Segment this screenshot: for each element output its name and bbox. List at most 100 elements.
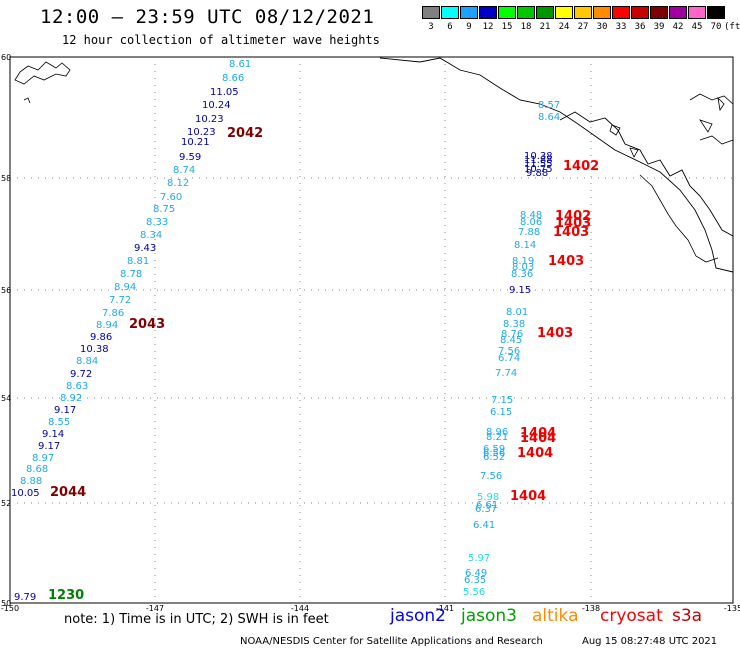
wave-height-label: 9.79 xyxy=(14,592,36,603)
scale-swatch xyxy=(536,6,554,19)
wave-height-label: 6.49 xyxy=(465,568,487,579)
lon-tick-label: -147 xyxy=(146,604,164,613)
lat-tick-label: 50 xyxy=(1,599,11,608)
scale-swatch xyxy=(460,6,478,19)
lon-tick-label: -135 xyxy=(724,604,740,613)
scale-label: 27 xyxy=(577,22,589,32)
wave-height-label: 8.19 xyxy=(512,256,534,267)
wave-height-label: 9.59 xyxy=(179,152,201,163)
pass-time-label: 2042 xyxy=(227,126,263,141)
scale-swatch xyxy=(555,6,573,19)
satellite-1-label: jason3 xyxy=(461,606,517,626)
wave-height-label: 8.21 xyxy=(486,432,508,443)
wave-height-label: 7.72 xyxy=(109,295,131,306)
wave-height-label: 8.03 xyxy=(512,262,534,273)
scale-swatch xyxy=(479,6,497,19)
wave-height-label: 8.84 xyxy=(76,356,98,367)
satellite-4-label: s3a xyxy=(672,606,703,626)
lon-tick-label: -150 xyxy=(1,604,19,613)
scale-swatch xyxy=(631,6,649,19)
wave-height-label: 7.86 xyxy=(102,308,124,319)
wave-height-label: 8.94 xyxy=(114,282,136,293)
wave-height-label: 9.14 xyxy=(42,429,64,440)
wave-height-label: 11.55 xyxy=(524,159,553,170)
scale-swatch xyxy=(650,6,668,19)
wave-height-label: 6.15 xyxy=(490,407,512,418)
wave-height-label: 6.59 xyxy=(483,444,505,455)
wave-height-label: 6.74 xyxy=(498,353,520,364)
wave-height-label: 8.74 xyxy=(173,165,195,176)
wave-height-label: 5.98 xyxy=(477,492,499,503)
wave-height-label: 9.72 xyxy=(70,369,92,380)
page-title: 12:00 — 23:59 UTC 08/12/2021 xyxy=(40,6,375,28)
scale-label: 24 xyxy=(558,22,570,32)
satellite-2-label: altika xyxy=(532,606,579,626)
wave-height-label: 10.75 xyxy=(524,164,553,175)
scale-swatch xyxy=(612,6,630,19)
wave-height-label: 10.38 xyxy=(80,344,109,355)
wave-height-label: 8.33 xyxy=(146,217,168,228)
wave-height-label: 8.34 xyxy=(140,230,162,241)
wave-height-label: 9.86 xyxy=(90,332,112,343)
pass-time-label: 2044 xyxy=(50,485,86,500)
scale-swatch xyxy=(441,6,459,19)
scale-label: 9 xyxy=(466,22,472,32)
scale-label: 45 xyxy=(691,22,703,32)
wave-height-label: 8.61 xyxy=(229,59,251,70)
wave-height-label: 7.60 xyxy=(160,192,182,203)
wave-height-label: 6.41 xyxy=(473,520,495,531)
timestamp-text: Aug 15 08:27:48 UTC 2021 xyxy=(582,636,718,647)
credit-text: NOAA/NESDIS Center for Satellite Applica… xyxy=(240,636,543,647)
scale-swatch xyxy=(593,6,611,19)
wave-height-label: 10.23 xyxy=(195,114,224,125)
wave-height-label: 8.45 xyxy=(500,335,522,346)
pass-time-label: 1403 xyxy=(548,254,584,269)
wave-height-label: 8.55 xyxy=(48,417,70,428)
wave-height-label: 7.15 xyxy=(491,395,513,406)
lon-tick-label: -141 xyxy=(436,604,454,613)
scale-swatch xyxy=(707,6,725,19)
wave-height-label: 7.88 xyxy=(518,227,540,238)
satellite-3-label: cryosat xyxy=(600,606,663,626)
coastline-bays xyxy=(609,96,725,158)
wave-height-label: 8.06 xyxy=(520,217,542,228)
wave-height-label: 8.01 xyxy=(506,307,528,318)
wave-height-label: 10.21 xyxy=(181,137,210,148)
wave-height-label: 10.23 xyxy=(187,127,216,138)
wave-height-label: 8.78 xyxy=(120,269,142,280)
wave-height-label: 7.74 xyxy=(495,368,517,379)
lat-tick-label: 54 xyxy=(1,394,11,403)
lat-tick-label: 52 xyxy=(1,499,11,508)
wave-height-label: 6.61 xyxy=(476,500,498,511)
wave-height-label: 8.94 xyxy=(96,320,118,331)
wave-height-label: 9.43 xyxy=(134,243,156,254)
scale-label: 18 xyxy=(520,22,532,32)
wave-height-label: 10.24 xyxy=(202,100,231,111)
pass-time-label: 1403 xyxy=(537,326,573,341)
wave-height-label: 8.97 xyxy=(32,453,54,464)
scale-swatch xyxy=(669,6,687,19)
pass-time-label: 1403 xyxy=(553,225,589,240)
wave-height-label: 8.75 xyxy=(153,204,175,215)
wave-height-label: 8.38 xyxy=(503,319,525,330)
lat-tick-label: 58 xyxy=(1,174,11,183)
wave-height-label: 9.88 xyxy=(526,168,548,179)
wave-height-label: 7.56 xyxy=(498,346,520,357)
wave-height-label: 10.05 xyxy=(11,488,40,499)
scale-label: 3 xyxy=(428,22,434,32)
wave-height-label: 9.15 xyxy=(509,285,531,296)
wave-height-label: 11.05 xyxy=(210,87,239,98)
map-frame xyxy=(9,56,734,604)
pass-time-label: 1403 xyxy=(555,216,591,231)
wave-height-label: 8.66 xyxy=(222,73,244,84)
scale-label: 30 xyxy=(596,22,608,32)
coastline-islet xyxy=(23,97,31,104)
scale-label: 33 xyxy=(615,22,627,32)
scale-swatch xyxy=(688,6,706,19)
scale-label: 15 xyxy=(501,22,513,32)
pass-time-label: 1402 xyxy=(563,159,599,174)
pass-time-label: 1402 xyxy=(555,209,591,224)
lon-tick-label: -138 xyxy=(582,604,600,613)
coastline-alaska-gulf xyxy=(379,57,734,273)
wave-height-label: 5.56 xyxy=(463,587,485,598)
